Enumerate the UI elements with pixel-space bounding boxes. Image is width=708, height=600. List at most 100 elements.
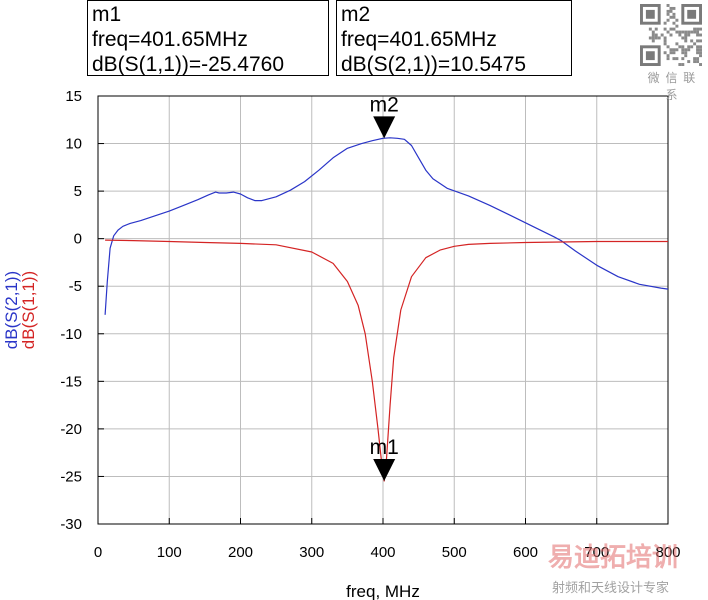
marker-value: dB(S(1,1))=-25.4760 (92, 53, 285, 76)
x-tick-label: 800 (655, 544, 680, 561)
qr-module (681, 45, 685, 49)
qr-module (684, 51, 688, 55)
y-tick-label: 0 (74, 231, 82, 248)
qr-module (672, 51, 676, 55)
x-tick-label: 500 (442, 544, 467, 561)
marker-label-m1: m1 (370, 436, 399, 459)
y-tick-label: -5 (69, 278, 82, 295)
qr-module (654, 33, 658, 37)
marker-freq: freq=401.65MHz (341, 28, 497, 51)
qr-module (684, 36, 688, 40)
qr-module (696, 51, 700, 55)
y-tick-label: 5 (74, 183, 82, 200)
qr-module (648, 27, 652, 31)
qr-module (699, 51, 702, 55)
marker-readout-m2: m2 freq=401.65MHz dB(S(2,1))=10.5475 (336, 0, 572, 76)
logo-text: 易迪拓培训 (548, 543, 678, 573)
qr-module (681, 36, 685, 40)
qr-caption: 微 信 联 系 (647, 71, 697, 102)
qr-module (681, 48, 685, 52)
qr-module (690, 45, 694, 49)
qr-module (675, 42, 679, 46)
y-axis-title-s11: dB(S(1,1)) (19, 271, 38, 349)
qr-module (663, 21, 667, 25)
y-tick-label: -20 (60, 421, 82, 438)
qr-module (699, 63, 702, 66)
y-tick-label: -25 (60, 468, 82, 485)
x-tick-label: 600 (513, 544, 538, 561)
x-tick-label: 700 (584, 544, 609, 561)
qr-module (672, 15, 676, 19)
qr-module (672, 57, 676, 61)
qr-module (690, 30, 694, 34)
qr-module (669, 48, 673, 52)
qr-module (675, 18, 679, 22)
qr-module (687, 45, 691, 49)
qr-module (669, 33, 673, 37)
grid-lines (98, 96, 668, 524)
marker-name: m2 (341, 3, 371, 26)
qr-module (654, 27, 658, 31)
qr-module (696, 60, 700, 64)
qr-module (666, 30, 670, 34)
qr-finder-core (687, 9, 697, 19)
qr-module (675, 57, 679, 61)
y-axis-title-s21: dB(S(2,1)) (2, 271, 21, 349)
qr-module (681, 57, 685, 61)
series-line-s21 (104, 137, 669, 315)
qr-module (699, 27, 702, 31)
qr-module (669, 9, 673, 13)
qr-module (663, 36, 667, 40)
qr-module (693, 60, 697, 64)
qr-module (696, 48, 700, 52)
qr-module (672, 27, 676, 31)
qr-module (681, 51, 685, 55)
marker-layer: m1 m2 (370, 93, 399, 481)
qr-module (690, 39, 694, 43)
x-tick-label: 400 (370, 544, 395, 561)
marker-arrow-m2 (373, 116, 396, 139)
qr-module (657, 36, 661, 40)
y-tick-label: -30 (60, 516, 82, 533)
y-tick-label: -10 (60, 326, 82, 343)
qr-module (687, 60, 691, 64)
qr-module (651, 33, 655, 37)
qr-module (684, 54, 688, 58)
y-tick-label: -15 (60, 373, 82, 390)
qr-module (648, 36, 652, 40)
qr-module (669, 6, 673, 10)
qr-code-icon (640, 4, 702, 66)
qr-module (663, 51, 667, 55)
qr-module (666, 45, 670, 49)
marker-freq: freq=401.65MHz (92, 28, 248, 51)
qr-module (672, 12, 676, 16)
qr-module (696, 57, 700, 61)
marker-readout-m1: m1 freq=401.65MHz dB(S(1,1))=-25.4760 (87, 0, 329, 76)
qr-module (666, 4, 670, 7)
qr-module (663, 42, 667, 46)
qr-module (678, 33, 682, 37)
qr-module (699, 48, 702, 52)
qr-module (696, 27, 700, 31)
qr-module (687, 48, 691, 52)
qr-finder-core (645, 9, 655, 19)
qr-module (696, 45, 700, 49)
qr-module (666, 57, 670, 61)
x-tick-label: 0 (94, 544, 102, 561)
qr-module (666, 18, 670, 22)
qr-module (684, 33, 688, 37)
qr-module (699, 39, 702, 43)
qr-module (651, 36, 655, 40)
series-lines (104, 137, 669, 482)
qr-module (693, 42, 697, 46)
qr-module (696, 30, 700, 34)
qr-module (675, 48, 679, 52)
qr-module (669, 15, 673, 19)
marker-label-m2: m2 (370, 93, 399, 116)
qr-module (663, 27, 667, 31)
qr-module (681, 30, 685, 34)
qr-module (672, 48, 676, 52)
qr-module (669, 51, 673, 55)
qr-module (672, 6, 676, 10)
